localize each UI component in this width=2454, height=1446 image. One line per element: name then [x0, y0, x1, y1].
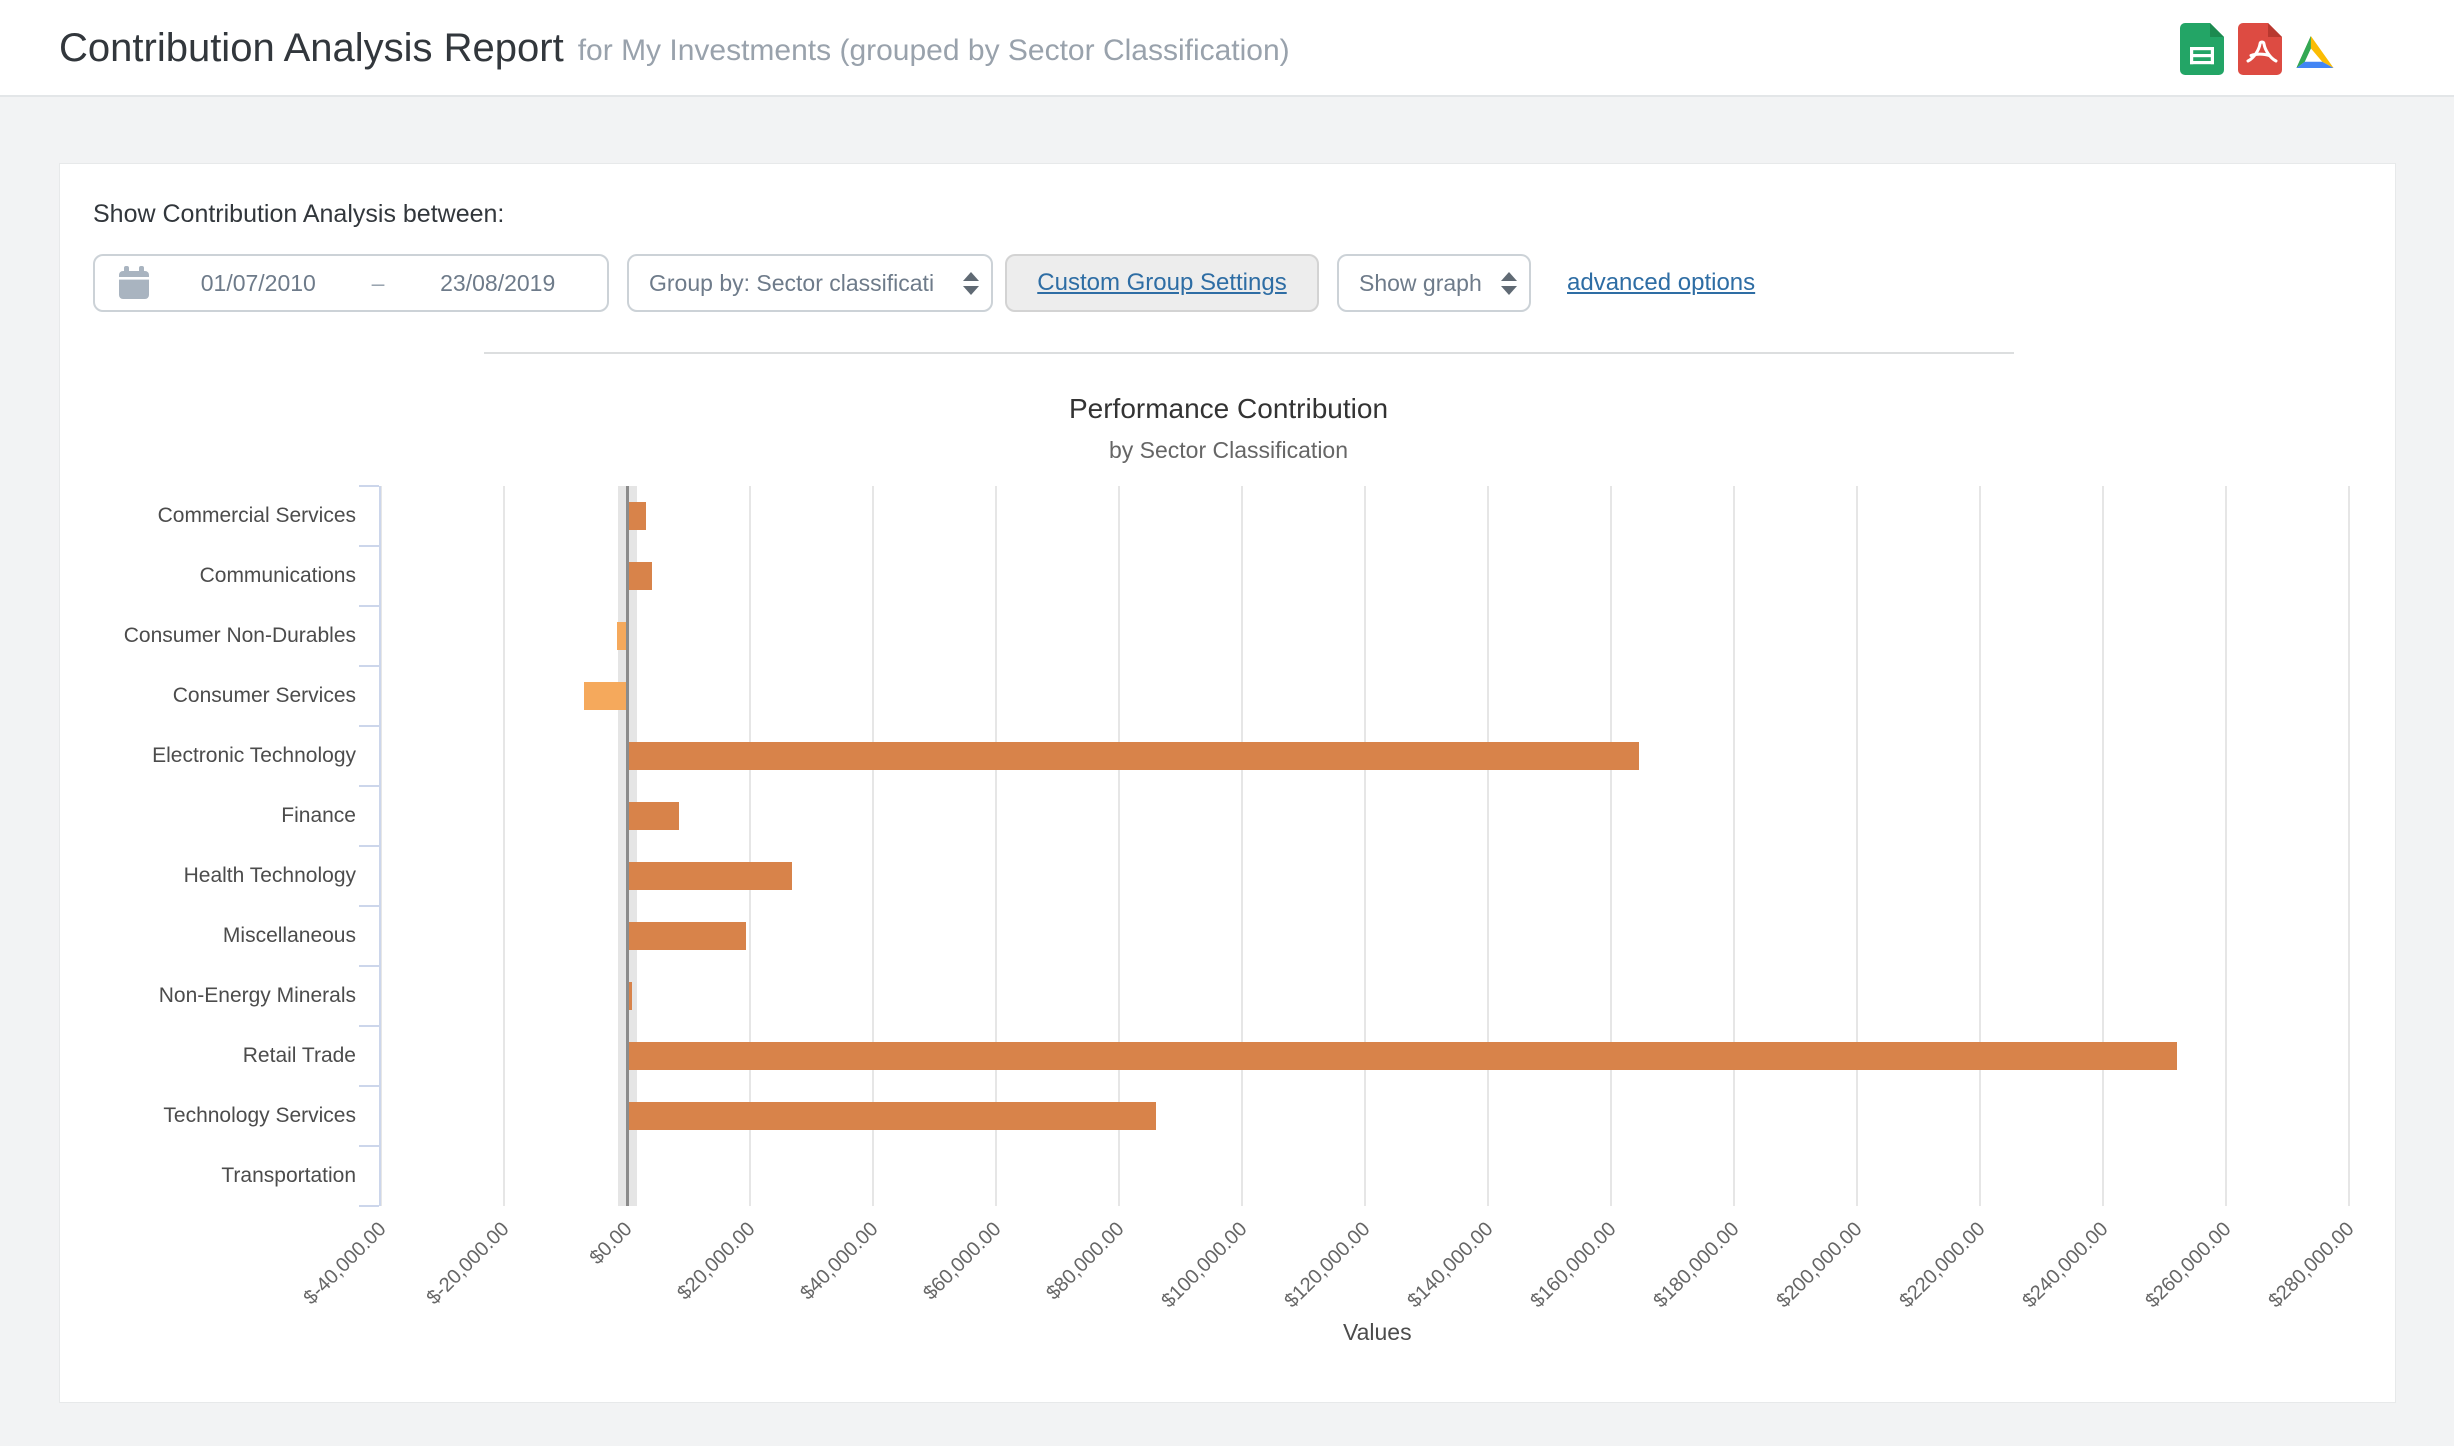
category-axis-tick [359, 605, 379, 607]
x-gridline [1610, 486, 1612, 1206]
google-sheets-export-icon[interactable] [2180, 22, 2224, 75]
show-graph-select[interactable]: Show graph [1337, 254, 1531, 312]
x-gridline [1118, 486, 1120, 1206]
date-range-picker[interactable]: 01/07/2010 – 23/08/2019 [93, 254, 609, 312]
x-gridline [503, 486, 505, 1206]
bar-electronic-technology[interactable] [627, 742, 1639, 770]
x-gridline [2102, 486, 2104, 1206]
category-axis-tick [359, 785, 379, 787]
page-title: Contribution Analysis Report [59, 26, 564, 70]
category-label: Consumer Services [172, 684, 356, 707]
bar-consumer-services[interactable] [583, 682, 627, 710]
category-axis-line [379, 486, 381, 1206]
contribution-analysis-page: { "header": { "title": "Contribution Ana… [0, 0, 2454, 1403]
x-gridline [1733, 486, 1735, 1206]
show-graph-selected-value: Show graph [1359, 269, 1482, 296]
bar-commercial-services[interactable] [627, 502, 647, 530]
advanced-options-link[interactable]: advanced options [1567, 269, 1756, 296]
category-axis-tick [359, 965, 379, 967]
category-label: Technology Services [163, 1104, 356, 1127]
category-label: Health Technology [183, 864, 356, 887]
category-label: Communications [199, 564, 356, 587]
calendar-icon [119, 266, 149, 299]
category-axis-tick [359, 905, 379, 907]
x-gridline [1979, 486, 1981, 1206]
category-label: Transportation [221, 1164, 356, 1187]
category-label: Non-Energy Minerals [158, 984, 356, 1007]
category-label: Miscellaneous [222, 924, 356, 947]
page-header: Contribution Analysis Report for My Inve… [0, 0, 2454, 97]
category-axis-tick [359, 485, 379, 487]
date-to-input[interactable]: 23/08/2019 [440, 269, 556, 296]
google-drive-export-icon[interactable] [2296, 35, 2334, 68]
category-axis-tick [359, 1145, 379, 1147]
category-axis-tick [359, 1205, 379, 1207]
custom-group-settings-button[interactable]: Custom Group Settings [1005, 254, 1319, 312]
section-divider [484, 352, 2014, 354]
custom-group-settings-label: Custom Group Settings [1037, 269, 1287, 296]
report-panel: Show Contribution Analysis between: 01/0… [59, 163, 2396, 1403]
x-gridline [2225, 486, 2227, 1206]
bar-health-technology[interactable] [627, 862, 792, 890]
x-gridline [1856, 486, 1858, 1206]
bar-finance[interactable] [627, 802, 679, 830]
bar-technology-services[interactable] [627, 1102, 1156, 1130]
x-gridline [2348, 486, 2350, 1206]
x-gridline [380, 486, 382, 1206]
bar-non-energy-minerals[interactable] [627, 982, 632, 1010]
x-axis-title: Values [1342, 1319, 1412, 1345]
category-label: Consumer Non-Durables [123, 624, 356, 647]
x-gridline [1364, 486, 1366, 1206]
category-label: Finance [281, 804, 356, 827]
group-by-select[interactable]: Group by: Sector classificati [627, 254, 993, 312]
group-by-selected-value: Group by: Sector classificati [649, 269, 935, 296]
pdf-export-icon[interactable] [2238, 22, 2282, 75]
bar-consumer-non-durables[interactable] [616, 622, 627, 650]
bar-retail-trade[interactable] [627, 1042, 2177, 1070]
filter-section-label: Show Contribution Analysis between: [93, 200, 505, 228]
select-arrows-icon [1501, 256, 1517, 310]
category-axis-tick [359, 1025, 379, 1027]
x-axis-tick-label: $-40,000.00 [299, 1218, 391, 1310]
chart-title: Performance Contribution [1068, 393, 1389, 424]
category-axis-tick [359, 665, 379, 667]
date-range-separator: – [371, 269, 385, 296]
category-axis-tick [359, 1085, 379, 1087]
x-gridline [1241, 486, 1243, 1206]
bar-miscellaneous[interactable] [627, 922, 747, 950]
category-label: Commercial Services [157, 504, 356, 527]
category-axis-tick [359, 845, 379, 847]
page-subtitle: for My Investments (grouped by Sector Cl… [577, 33, 1290, 67]
bar-communications[interactable] [627, 562, 653, 590]
x-gridline [1487, 486, 1489, 1206]
date-from-input[interactable]: 01/07/2010 [200, 269, 316, 296]
chart-subtitle: by Sector Classification [1108, 437, 1349, 463]
category-label: Electronic Technology [152, 744, 356, 767]
category-axis-tick [359, 545, 379, 547]
export-icons [2180, 0, 2334, 97]
performance-contribution-chart: Performance Contribution by Sector Class… [60, 381, 2397, 1404]
select-arrows-icon [963, 256, 979, 310]
category-axis-tick [359, 725, 379, 727]
category-label: Retail Trade [242, 1044, 356, 1067]
zero-axis-line [625, 486, 629, 1206]
x-gridline [995, 486, 997, 1206]
x-gridline [872, 486, 874, 1206]
x-gridline [749, 486, 751, 1206]
